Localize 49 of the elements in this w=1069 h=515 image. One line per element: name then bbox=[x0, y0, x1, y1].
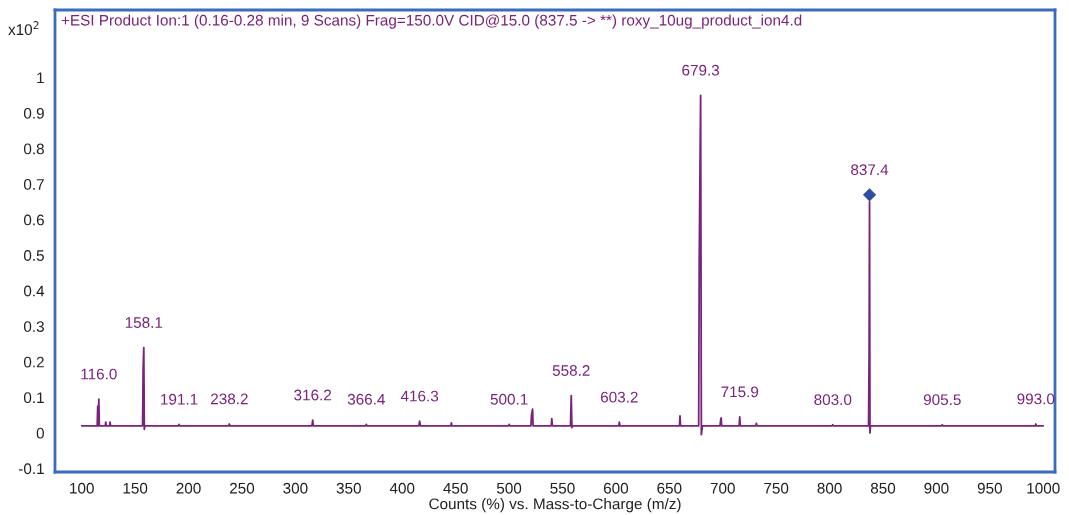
y-tick-label: 0.4 bbox=[23, 285, 45, 297]
annotation: 366.4 bbox=[347, 393, 385, 405]
y-tick-label: 0.7 bbox=[23, 179, 44, 190]
chart-title: +ESI Product Ion:1 (0.16-0.28 min, 9 Scans) Frag=150.0V CID@15.0 (837.5 -> **) roxy_10ug_product_ion4.d bbox=[61, 14, 802, 29]
x-tick-label: 1000 bbox=[1027, 482, 1060, 494]
annotation: 416.3 bbox=[400, 390, 439, 402]
x-tick-label: 500 bbox=[496, 482, 522, 494]
y-tick-label: 0.9 bbox=[23, 107, 44, 119]
annotation: 316.2 bbox=[294, 389, 332, 401]
annotation: 158.1 bbox=[125, 317, 163, 328]
annotation: 715.9 bbox=[721, 386, 759, 398]
y-tick-label: 0.1 bbox=[23, 392, 44, 404]
x-tick-label: 850 bbox=[870, 482, 896, 494]
annotation: 603.2 bbox=[600, 391, 638, 403]
x-tick-label: 200 bbox=[176, 482, 201, 494]
y-tick-label: 0.5 bbox=[23, 250, 44, 261]
x-axis-title: Counts (%) vs. Mass-to-Charge (m/z) bbox=[429, 498, 681, 513]
y-tick-label: 0.8 bbox=[23, 143, 44, 155]
x-tick-label: 450 bbox=[443, 482, 468, 494]
y-tick-label: 0.6 bbox=[23, 214, 44, 226]
x-tick-label: 400 bbox=[389, 482, 415, 494]
x-tick-label: 150 bbox=[123, 482, 148, 494]
x-tick-label: 100 bbox=[70, 482, 94, 494]
x-tick-label: 750 bbox=[764, 482, 789, 494]
y-tick-label: 1 bbox=[37, 72, 44, 84]
x-tick-label: 600 bbox=[603, 482, 629, 494]
y-tick-label: 0 bbox=[36, 427, 44, 439]
annotation: 837.4 bbox=[851, 164, 889, 176]
annotation: 500.1 bbox=[490, 393, 528, 405]
x-tick-label: 700 bbox=[710, 482, 735, 494]
annotation: 238.2 bbox=[211, 393, 248, 405]
annotation: 116.0 bbox=[81, 368, 117, 380]
annotation: 905.5 bbox=[923, 394, 961, 406]
annotation: 558.2 bbox=[552, 365, 590, 376]
annotation: 679.3 bbox=[682, 64, 720, 76]
x-tick-label: 650 bbox=[657, 482, 682, 494]
x-tick-label: 550 bbox=[550, 482, 575, 494]
y-tick-label: -0.1 bbox=[18, 463, 44, 475]
x-tick-label: 950 bbox=[977, 482, 1002, 494]
y-tick-label: 0.2 bbox=[23, 356, 44, 368]
x-tick-label: 900 bbox=[924, 482, 949, 494]
x-tick-label: 350 bbox=[336, 482, 361, 494]
x-tick-label: 800 bbox=[817, 482, 842, 494]
annotation: 191.1 bbox=[161, 393, 198, 405]
annotation: 803.0 bbox=[814, 394, 852, 406]
text: x10$^{2}$ bbox=[8, 21, 39, 36]
x-tick-label: 300 bbox=[283, 482, 308, 494]
y-tick-label: 0.3 bbox=[23, 321, 44, 332]
x-tick-label: 250 bbox=[229, 482, 255, 494]
